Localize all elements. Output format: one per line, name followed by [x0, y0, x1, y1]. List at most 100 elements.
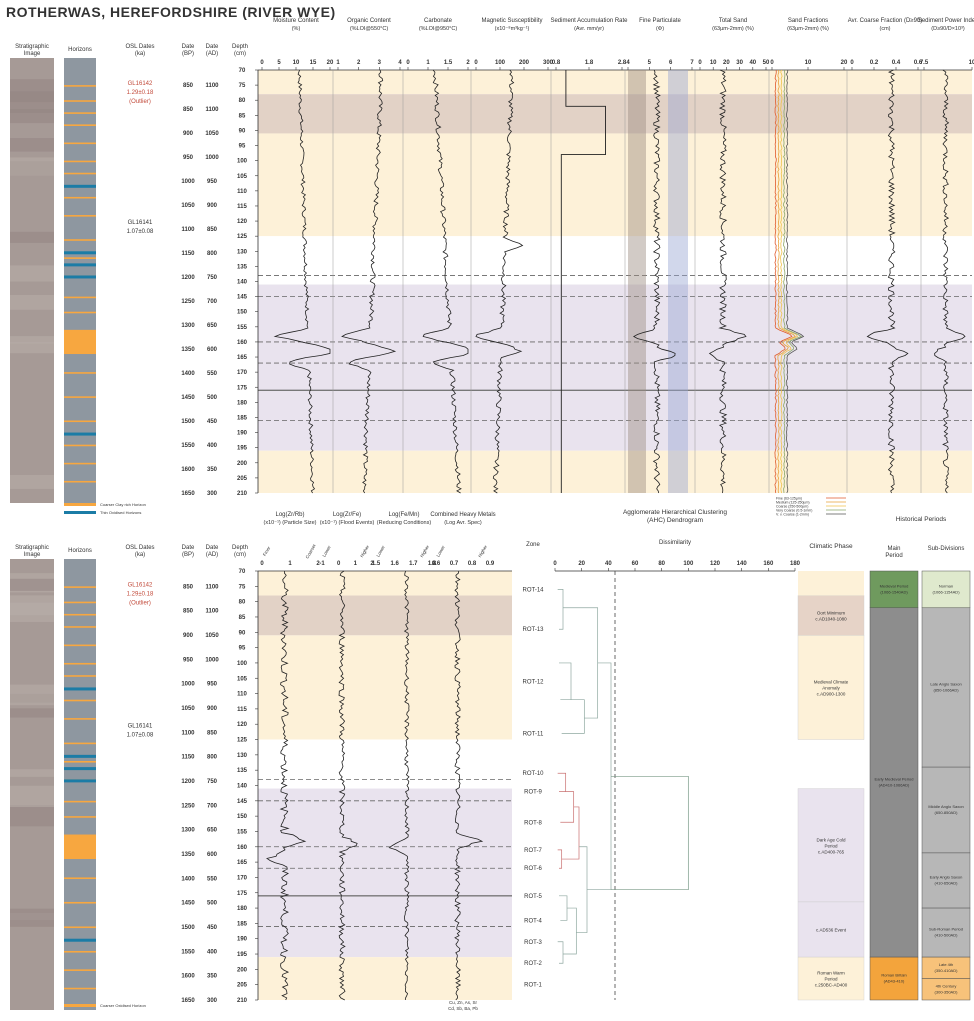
horizon-orange-stripe	[64, 160, 96, 163]
stratigraphic-image	[10, 559, 54, 1010]
depth-tick-label: 165	[237, 355, 248, 361]
sub-division-box	[921, 570, 971, 609]
horizon-orange-stripe	[64, 926, 96, 929]
geochem-panel-title: Log(Fe/Mn)	[388, 512, 419, 518]
sand-legend-label: Fine (63-125µm)	[776, 497, 802, 501]
strat-image-texture	[10, 595, 54, 616]
zone-label: ROT-6	[524, 866, 542, 872]
column-header-horizons: Horizons	[68, 548, 92, 554]
date-ad-label: 350	[207, 974, 218, 980]
panel-tick-label: 10	[710, 60, 717, 66]
date-bp-label: 850	[183, 609, 194, 615]
depth-tick-label: 85	[239, 615, 246, 621]
dissimilarity-tick-label: 160	[763, 561, 774, 567]
date-ad-label: 850	[207, 227, 218, 233]
date-ad-label: 600	[207, 852, 218, 858]
column-header-date-ad: Date	[206, 44, 219, 50]
strat-image-texture	[10, 769, 54, 777]
horizon-blue-stripe	[64, 251, 96, 255]
sub-division-label-2: (850-1066AD)	[933, 687, 959, 692]
sub-division-label: 4th Century	[936, 983, 957, 988]
column-header-strat-2: Image	[24, 51, 41, 57]
date-ad-label: 550	[207, 876, 218, 882]
depth-tick-label: 95	[239, 144, 246, 150]
climatic-phase-header: Climatic Phase	[809, 543, 853, 550]
climatic-phase-label: Medieval Climate	[814, 679, 849, 684]
panel-tick-label: 4	[398, 60, 402, 66]
climatic-phase-label: c.AD900-1300	[817, 691, 846, 696]
strat-image-texture	[10, 157, 54, 176]
horizon-blue-stripe	[64, 184, 96, 188]
column-header-date-bp-unit: (BP)	[182, 552, 194, 558]
horizon-orange-stripe	[64, 296, 96, 299]
dissimilarity-tick-label: 20	[578, 561, 585, 567]
panel-title: Organic Content	[347, 18, 391, 24]
date-bp-label: 1350	[181, 852, 195, 858]
panel-unit: (63µm-2mm) (%)	[787, 26, 829, 32]
horizon-orange-stripe	[64, 257, 96, 259]
column-header-date-bp-unit: (BP)	[182, 51, 194, 57]
sub-division-label-2: (300-350AD)	[935, 989, 959, 994]
panel-tick-label: 0	[698, 60, 702, 66]
panel-tick-label: 50	[763, 60, 770, 66]
zr-rb-profile	[266, 570, 307, 1001]
sand-legend-label: V. v. Coarse (1-2mm)	[776, 513, 809, 517]
geochem-end-label: Lower	[435, 544, 446, 558]
climatic-phase-label: Dark Age Cold	[816, 837, 846, 842]
horizon-orange-stripe	[64, 800, 96, 803]
depth-tick-label: 195	[237, 952, 248, 958]
horizons-column	[64, 58, 96, 503]
date-bp-label: 1100	[181, 730, 195, 736]
main-period-label-2: (AD410-1066AD)	[879, 782, 910, 787]
date-ad-label: 750	[207, 779, 218, 785]
page-title: ROTHERWAS, HEREFORDSHIRE (RIVER WYE)	[6, 4, 336, 20]
depth-tick-label: 90	[239, 128, 246, 134]
date-ad-label: 950	[207, 682, 218, 688]
date-bp-label: 1300	[181, 828, 195, 834]
zone-label: ROT-4	[524, 918, 542, 924]
sand-legend-label: Medium (125-250µm)	[776, 501, 810, 505]
panel-tick-label: 300	[543, 60, 554, 66]
geochem-tick-label: 1.7	[409, 561, 418, 567]
horizon-orange-stripe	[64, 85, 96, 87]
column-header-strat-2: Image	[24, 552, 41, 558]
legend-swatch-thin	[64, 511, 96, 514]
depth-tick-label: 175	[237, 891, 248, 897]
osl-date-value: 1.29±0.18	[127, 90, 154, 96]
depth-tick-label: 130	[237, 753, 248, 759]
strat-image-texture	[10, 684, 54, 706]
main-period-box	[869, 956, 919, 1001]
horizon-orange-stripe	[64, 969, 96, 971]
osl-date-value: 1.07±0.08	[127, 732, 154, 738]
geochem-panel-unit: (x10⁻¹) (Particle Size)	[263, 520, 316, 526]
horizon-orange-stripe	[64, 462, 96, 465]
sub-division-label-2: (410-500AD)	[935, 933, 959, 938]
column-header-strat: Stratigraphic	[15, 44, 49, 50]
horizon-blue-stripe	[64, 432, 96, 436]
panel-tick-label: 6	[669, 60, 673, 66]
sub-division-box	[921, 907, 971, 958]
zone-label: ROT-7	[524, 848, 542, 854]
climatic-phase-label: Anomaly	[822, 685, 840, 690]
horizon-orange-stripe	[64, 987, 96, 990]
sub-division-box	[921, 766, 971, 854]
sub-division-label-2: (1066-1154AD)	[932, 589, 960, 594]
date-bp-label: 1550	[181, 949, 195, 955]
sub-division-label: Norman	[939, 583, 953, 588]
geochem-tick-label: 1.5	[372, 561, 381, 567]
horizon-orange-block	[64, 834, 96, 860]
panel-tick-label: 0.6	[914, 60, 923, 66]
date-bp-label: 1650	[181, 998, 195, 1004]
geochem-tick-label: 1.8	[428, 561, 437, 567]
geochem-tick-label: 0.6	[432, 561, 441, 567]
panel-tick-label: 5	[277, 60, 281, 66]
depth-tick-label: 155	[237, 829, 248, 835]
panel-tick-label: 2	[357, 60, 361, 66]
climatic-phase-label: Oort Minimum	[817, 610, 846, 615]
zone-header: Zone	[526, 542, 540, 548]
fe-mn-profile	[388, 570, 410, 1001]
dissimilarity-tick-label: 100	[683, 561, 694, 567]
historical-header: Historical Periods	[896, 516, 947, 523]
panel-title: Sediment Accumulation Rate	[550, 18, 628, 24]
depth-tick-label: 175	[237, 385, 248, 391]
